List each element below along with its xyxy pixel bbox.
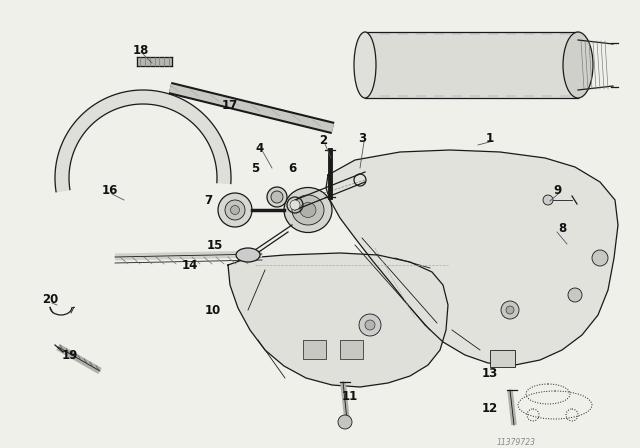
- Circle shape: [592, 250, 608, 266]
- Text: 17: 17: [222, 99, 238, 112]
- Text: 12: 12: [482, 401, 498, 414]
- Text: 13: 13: [482, 366, 498, 379]
- FancyBboxPatch shape: [490, 349, 515, 366]
- Text: 10: 10: [205, 303, 221, 316]
- Text: 14: 14: [182, 258, 198, 271]
- Text: 16: 16: [102, 184, 118, 197]
- Text: 7: 7: [204, 194, 212, 207]
- Ellipse shape: [354, 32, 376, 98]
- Text: 5: 5: [251, 161, 259, 175]
- Ellipse shape: [230, 206, 239, 215]
- Text: 20: 20: [42, 293, 58, 306]
- Text: 9: 9: [553, 184, 561, 197]
- Circle shape: [543, 195, 553, 205]
- Ellipse shape: [290, 200, 300, 210]
- Circle shape: [501, 301, 519, 319]
- Ellipse shape: [225, 200, 245, 220]
- Text: 3: 3: [358, 132, 366, 145]
- Polygon shape: [228, 253, 448, 387]
- Circle shape: [365, 320, 375, 330]
- Text: 19: 19: [62, 349, 78, 362]
- Circle shape: [359, 314, 381, 336]
- Circle shape: [568, 288, 582, 302]
- Ellipse shape: [267, 187, 287, 207]
- FancyBboxPatch shape: [339, 340, 362, 358]
- Text: 18: 18: [133, 43, 149, 56]
- Text: 15: 15: [207, 238, 223, 251]
- Ellipse shape: [284, 188, 332, 233]
- Ellipse shape: [218, 193, 252, 227]
- Ellipse shape: [300, 202, 316, 217]
- Ellipse shape: [236, 248, 260, 262]
- Circle shape: [506, 306, 514, 314]
- Text: 2: 2: [319, 134, 327, 146]
- Polygon shape: [326, 150, 618, 365]
- Ellipse shape: [271, 191, 283, 203]
- Text: 11379723: 11379723: [497, 438, 536, 447]
- Text: 4: 4: [256, 142, 264, 155]
- Circle shape: [338, 415, 352, 429]
- Ellipse shape: [563, 32, 593, 98]
- Polygon shape: [55, 90, 231, 192]
- Text: 8: 8: [558, 221, 566, 234]
- FancyBboxPatch shape: [365, 32, 578, 98]
- Text: 1: 1: [486, 132, 494, 145]
- Ellipse shape: [292, 195, 324, 225]
- Text: 6: 6: [288, 161, 296, 175]
- Text: 11: 11: [342, 389, 358, 402]
- FancyBboxPatch shape: [303, 340, 326, 358]
